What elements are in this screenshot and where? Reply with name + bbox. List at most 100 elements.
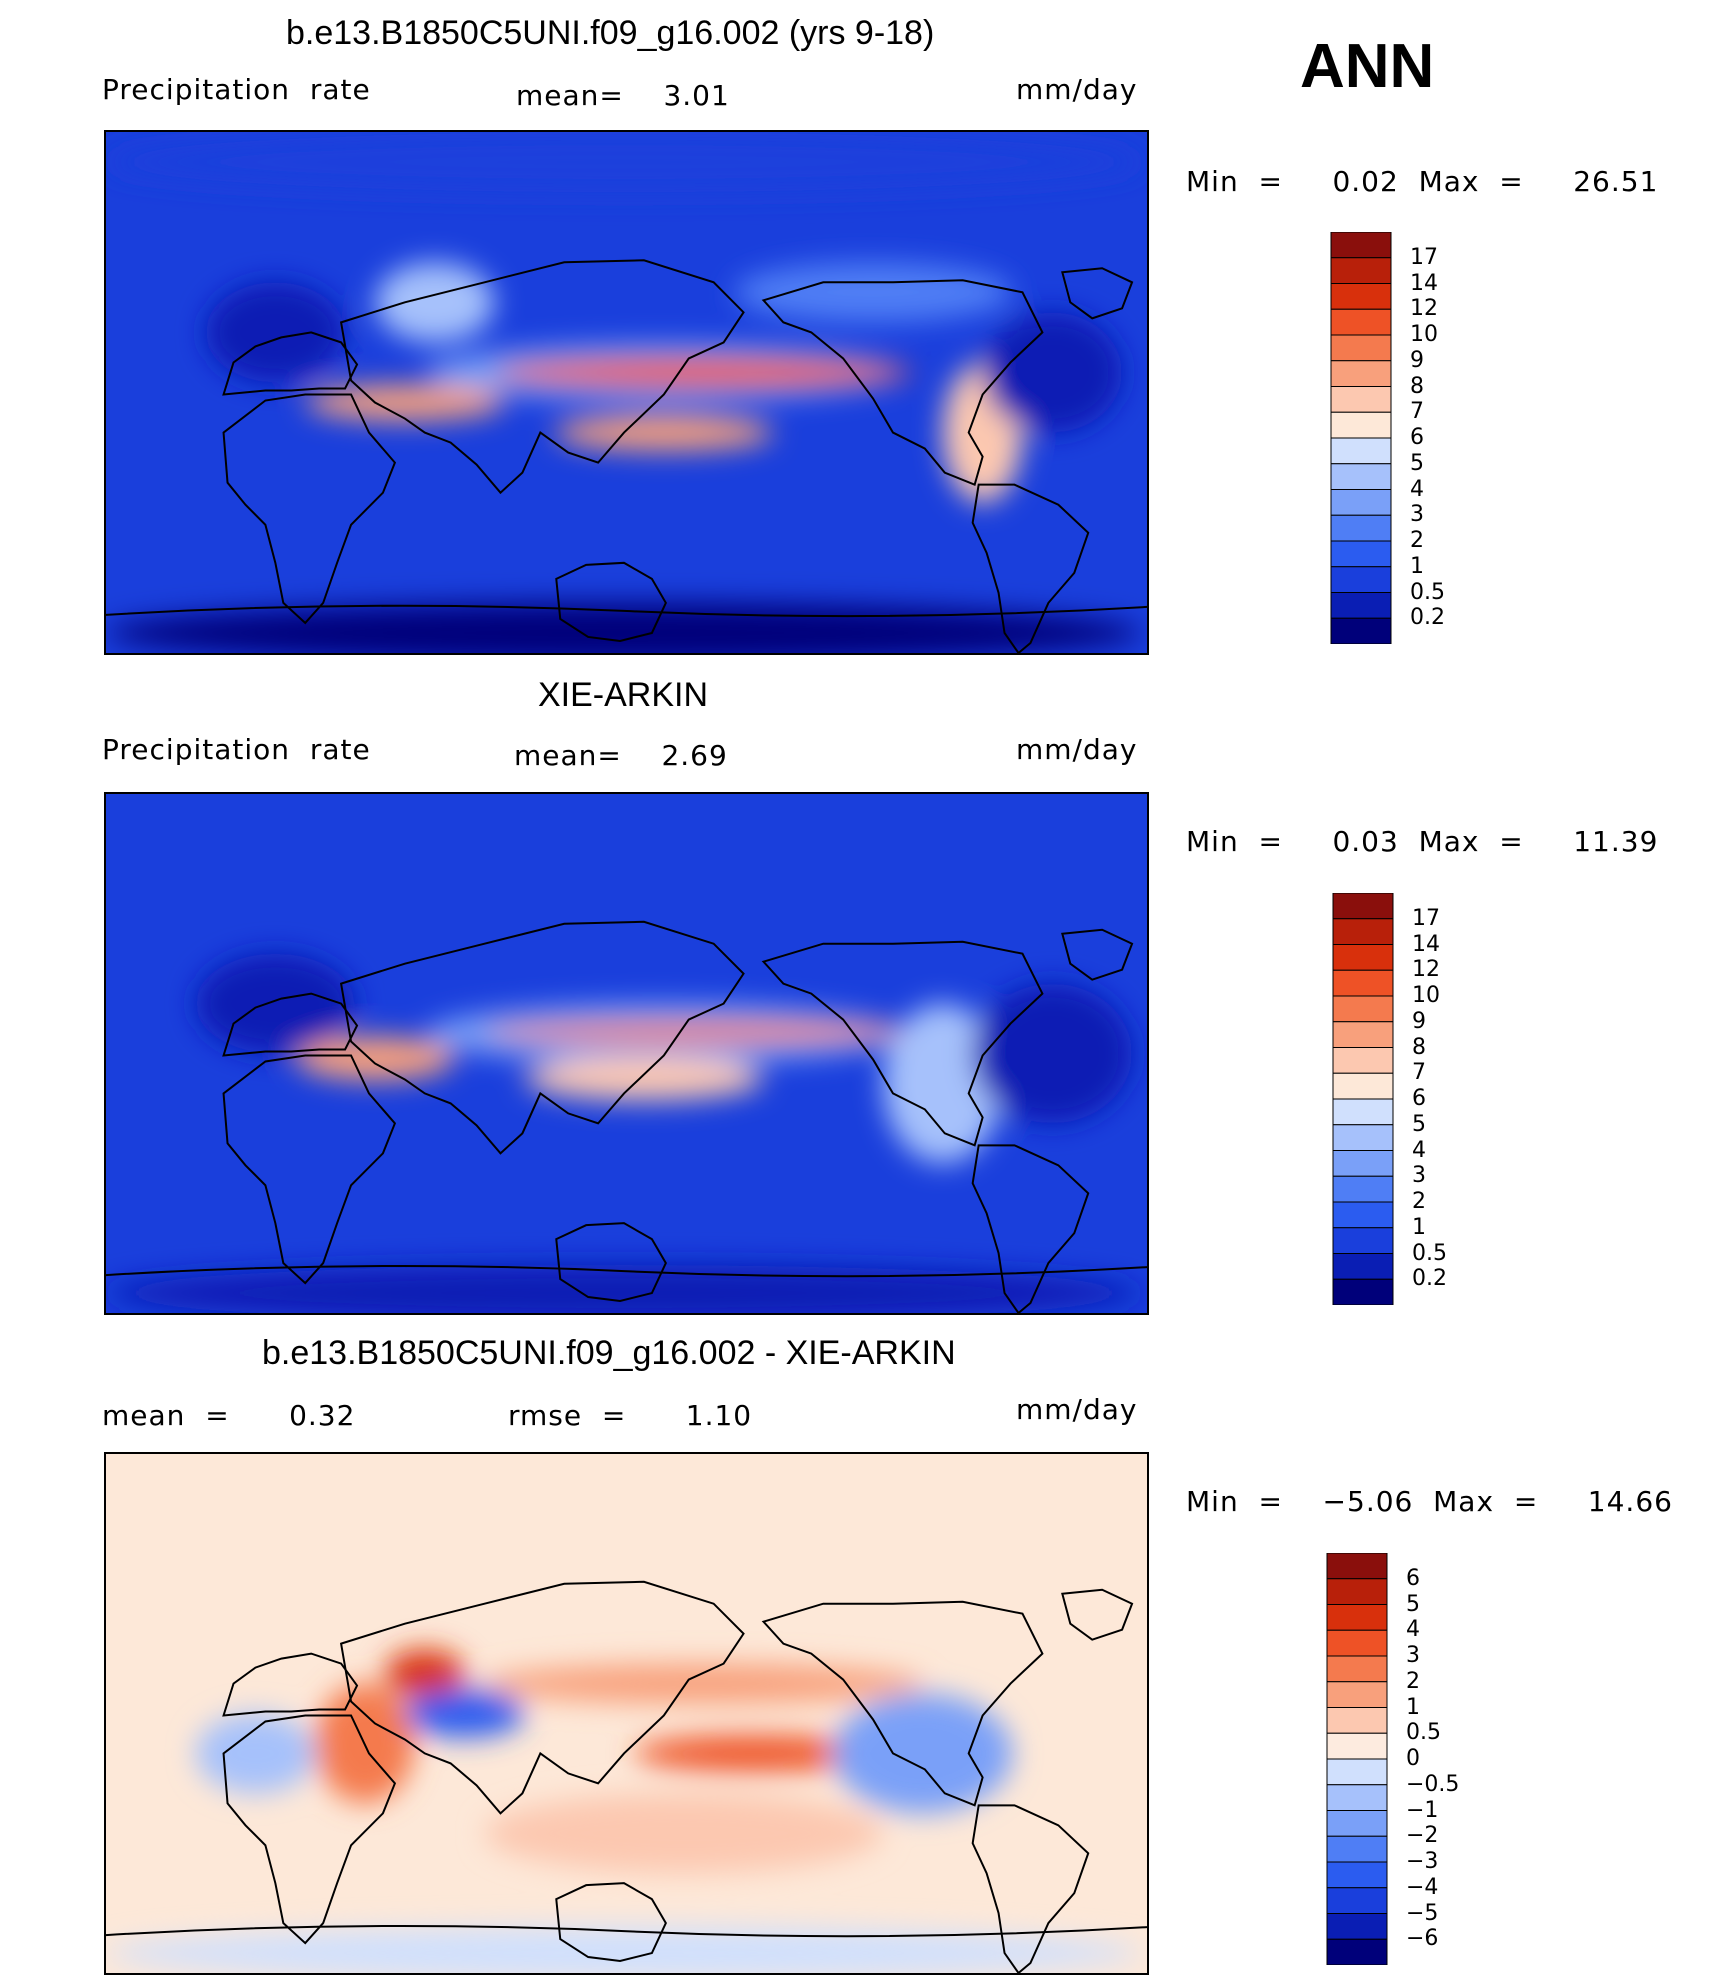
season-label: ANN [1300,32,1435,101]
colorbar-tick-label: 5 [1412,1111,1426,1137]
colorbar-swatch [1332,1021,1394,1048]
variable-label: Precipitation rate [102,733,371,766]
coastline [971,1144,1090,1313]
field-region [106,1927,1142,1973]
colorbar-swatch [1332,1278,1394,1305]
precip-map-observed [104,792,1149,1315]
colorbar-swatch [1332,1175,1394,1203]
map-background [106,1454,1147,1973]
colorbar-tick-label: 7 [1410,399,1424,425]
colorbar-tick-label: 2 [1406,1668,1420,1694]
variable-label: Precipitation rate [102,73,371,106]
colorbar-swatch [1326,1578,1388,1605]
colorbar-tick-label: 12 [1412,957,1440,983]
colorbar-tick-label: 3 [1410,502,1424,528]
colorbar-swatch [1326,1784,1388,1811]
colorbar-swatch [1332,918,1394,945]
field-region [384,1649,465,1698]
colorbar-swatch [1332,1124,1394,1151]
colorbar: 17 14 12 10 9 8 7 6 5 4 3 2 1 0.5 0.2 [1332,893,1447,1305]
colorbar-swatch [1332,944,1394,971]
colorbar-tick-label: 2 [1410,528,1424,553]
colorbar-swatch [1330,437,1392,465]
field-region [484,1663,923,1704]
field-region [633,1735,874,1772]
colorbar-tick-label: 6 [1412,1086,1426,1111]
coastline [222,1652,359,1717]
colorbar-swatch [1326,1938,1388,1965]
field-region [295,1036,455,1081]
colorbar-tick-label: 9 [1410,347,1424,373]
colorbar-tick-label: 3 [1406,1643,1420,1668]
colorbar-tick-label: 5 [1410,450,1424,476]
field-region [106,132,1143,193]
colorbar-tick-label: 3 [1412,1163,1426,1189]
colorbar-swatch [1332,1253,1394,1280]
colorbar-swatch [1332,1072,1394,1100]
field-region [305,384,505,421]
colorbar-tick-label: −6 [1406,1926,1439,1952]
colorbar-tick-label: −3 [1406,1849,1439,1874]
colorbar-tick-label: 0.5 [1410,579,1445,605]
colorbar-tick-label: 0.5 [1412,1240,1447,1266]
colorbar: 6 5 4 3 2 1 0.5 0 −0.5 −1 −2 −3 −4 −5 −6 [1326,1553,1459,1965]
colorbar-swatch [1326,1758,1388,1786]
colorbar-swatch [1330,592,1392,619]
colorbar-tick-label: 7 [1412,1060,1426,1086]
field-region [404,1689,525,1738]
colorbar-tick-label: 17 [1412,905,1440,931]
colorbar-tick-label: 0.2 [1412,1266,1447,1292]
colorbar-swatch [1332,1227,1394,1254]
colorbar-swatch [1332,1150,1394,1177]
colorbar-tick-label: 12 [1410,296,1438,322]
coastline [761,940,1044,1147]
colorbar-swatch [1326,1681,1388,1708]
coastline [555,561,667,642]
coastline [555,1222,667,1303]
colorbar-swatch [1330,334,1392,362]
units-label: mm/day [1016,733,1138,766]
colorbar-tick-label: 0.2 [1410,605,1445,631]
colorbar-tick-label: 8 [1410,373,1424,399]
colorbar-tick-label: 4 [1406,1617,1420,1643]
coastline [222,1714,397,1945]
colorbar-tick-label: 10 [1410,322,1438,347]
coastline [761,1600,1044,1807]
colorbar-swatch [1332,1201,1394,1229]
colorbar-tick-label: 2 [1412,1189,1426,1214]
coastline [222,393,397,625]
field-region [205,282,346,383]
colorbar-swatch [1326,1861,1388,1889]
precip-map-model [104,130,1149,655]
coastline [222,331,359,396]
colorbar-tick-label: 0 [1406,1746,1420,1771]
colorbar-tick-label: 1 [1410,553,1424,579]
coastline [1061,267,1134,320]
colorbar-swatch [1330,514,1392,542]
field-region [195,953,356,1054]
colorbar-tick-label: 8 [1412,1034,1426,1060]
colorbar-tick-label: 4 [1412,1137,1426,1163]
coastline [339,259,745,495]
colorbar-swatch [1330,566,1392,593]
field-region [733,262,1013,323]
colorbar-tick-label: 17 [1410,244,1438,270]
colorbar-swatch [1332,893,1394,920]
rmse-label: rmse = 1.10 [508,1399,753,1432]
colorbar-swatch [1326,1655,1388,1683]
colorbar-swatch [1330,308,1392,336]
coastline [106,1924,1147,1938]
colorbar-swatch [1326,1810,1388,1837]
colorbar-tick-label: −1 [1406,1797,1439,1823]
colorbar-swatch [1330,489,1392,516]
panel-title: b.e13.B1850C5UNI.f09_g16.002 - XIE-ARKIN [262,1334,956,1372]
coastline [106,604,1147,618]
mean-label: mean= 3.01 [516,79,730,112]
mean-label: mean = 0.32 [102,1399,356,1432]
field-region [484,1793,884,1874]
colorbar-swatch [1326,1707,1388,1734]
colorbar-swatch [1326,1732,1388,1760]
colorbar-tick-label: 9 [1412,1008,1426,1034]
colorbar-tick-label: 4 [1410,476,1424,502]
colorbar-tick-label: 6 [1410,425,1424,450]
